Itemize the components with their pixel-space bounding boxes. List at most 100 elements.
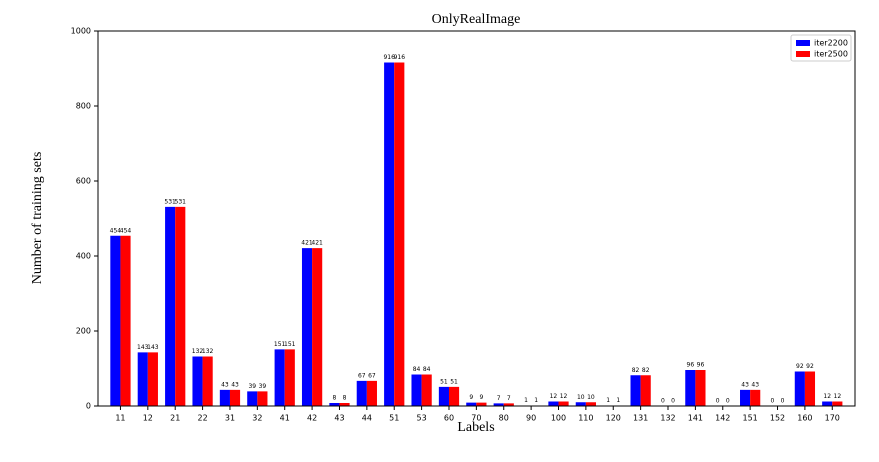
- value-label: 0: [781, 398, 785, 405]
- y-tick-label: 800: [76, 102, 91, 111]
- bar: [448, 386, 460, 406]
- bar: [503, 403, 514, 406]
- bar: [366, 380, 377, 406]
- x-tick-label: 51: [389, 414, 399, 423]
- value-label: 0: [716, 398, 720, 405]
- x-tick-label: 170: [825, 414, 840, 423]
- bar: [120, 235, 131, 406]
- x-tick-label: 132: [660, 414, 675, 423]
- x-axis-label: Labels: [457, 420, 494, 435]
- bar: [202, 356, 213, 406]
- y-tick-label: 200: [76, 327, 91, 336]
- bar: [394, 62, 405, 406]
- bar: [575, 402, 586, 406]
- value-label: 82: [632, 367, 640, 374]
- x-tick-label: 151: [743, 414, 758, 423]
- bar: [384, 62, 395, 406]
- bar: [585, 402, 597, 406]
- value-label: 10: [587, 394, 595, 401]
- value-label: 10: [577, 394, 585, 401]
- value-label: 421: [311, 240, 323, 247]
- value-label: 39: [259, 383, 267, 390]
- value-label: 143: [137, 344, 149, 351]
- bar: [137, 352, 148, 406]
- bar: [695, 370, 706, 406]
- value-label: 0: [671, 398, 675, 405]
- bar: [794, 371, 805, 406]
- legend-swatch: [796, 51, 810, 57]
- value-label: 531: [164, 198, 176, 205]
- value-label: 151: [284, 341, 296, 348]
- value-label: 0: [726, 398, 730, 405]
- bar: [312, 248, 323, 406]
- value-label: 92: [796, 363, 804, 370]
- bar: [229, 389, 241, 406]
- value-label: 96: [697, 362, 705, 369]
- x-tick-label: 152: [770, 414, 785, 423]
- value-label: 67: [358, 372, 366, 379]
- legend: iter2200 iter2500: [790, 34, 852, 62]
- value-label: 7: [507, 395, 511, 402]
- value-label: 9: [480, 394, 484, 401]
- value-label: 92: [806, 363, 814, 370]
- bar: [466, 402, 477, 406]
- y-tick-label: 600: [76, 177, 91, 186]
- x-tick-label: 141: [688, 414, 703, 423]
- x-tick-label: 12: [143, 414, 153, 423]
- value-label: 84: [423, 366, 431, 373]
- value-label: 454: [120, 227, 132, 234]
- bar: [640, 375, 651, 406]
- value-label: 132: [192, 348, 204, 355]
- chart-title: OnlyRealImage: [432, 12, 521, 27]
- bar: [421, 374, 432, 406]
- bar: [247, 391, 258, 406]
- x-tick-label: 32: [252, 414, 262, 423]
- bar: [356, 380, 367, 406]
- legend-label: iter2500: [814, 50, 848, 59]
- x-tick-label: 100: [551, 414, 566, 423]
- value-label: 67: [368, 372, 376, 379]
- legend-swatch: [796, 40, 810, 46]
- bar: [219, 389, 230, 406]
- bar: [804, 371, 816, 406]
- value-label: 12: [834, 393, 842, 400]
- bar: [822, 401, 833, 406]
- value-label: 1: [524, 397, 528, 404]
- x-tick-label: 80: [499, 414, 509, 423]
- value-label: 96: [687, 362, 695, 369]
- bar: [740, 389, 751, 406]
- x-tick-label: 11: [115, 414, 125, 423]
- value-label: 0: [771, 398, 775, 405]
- bar: [301, 248, 313, 406]
- bar: [175, 206, 186, 406]
- bar: [832, 401, 843, 406]
- value-label: 12: [823, 393, 831, 400]
- value-label: 43: [741, 381, 749, 388]
- bar: [493, 403, 504, 406]
- bar: [329, 403, 340, 406]
- bar: [476, 402, 487, 406]
- x-tick-label: 41: [280, 414, 290, 423]
- y-tick-label: 400: [76, 252, 91, 261]
- value-label: 421: [301, 240, 313, 247]
- value-label: 12: [560, 393, 568, 400]
- x-tick-label: 160: [797, 414, 812, 423]
- bar: [110, 235, 121, 406]
- value-label: 7: [497, 395, 501, 402]
- bar: [147, 352, 158, 406]
- bar: [411, 374, 422, 406]
- x-tick-label: 110: [578, 414, 593, 423]
- value-label: 1: [606, 397, 610, 404]
- value-label: 9: [469, 394, 473, 401]
- value-label: 0: [661, 398, 665, 405]
- value-label: 43: [231, 381, 239, 388]
- bar: [339, 403, 350, 406]
- bar: [630, 375, 641, 406]
- x-tick-label: 131: [633, 414, 648, 423]
- bar: [548, 401, 559, 406]
- bar: [558, 401, 569, 406]
- value-label: 454: [110, 227, 122, 234]
- x-tick-label: 70: [471, 414, 481, 423]
